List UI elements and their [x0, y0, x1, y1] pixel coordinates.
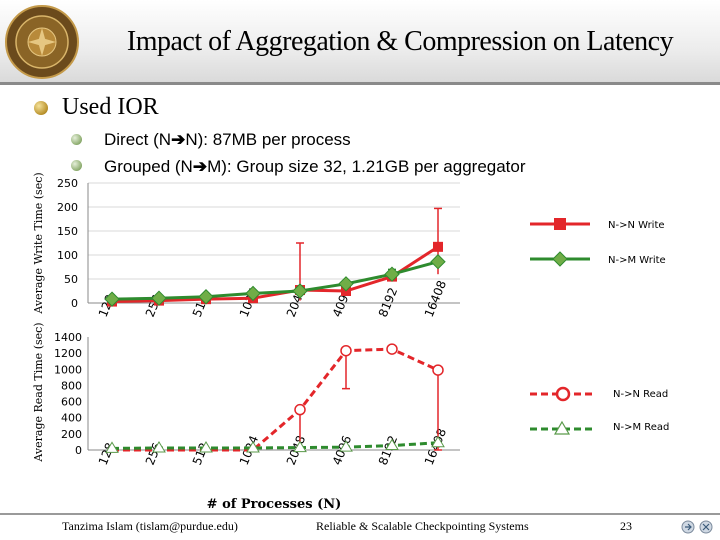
footer-rule — [0, 513, 720, 515]
nn-read-line — [112, 347, 439, 452]
write-x-tick-label: 8192 — [376, 286, 400, 320]
sub-bullet-icon — [71, 160, 82, 171]
right-arrow-icon: ➔ — [192, 157, 208, 176]
nm-write-marker — [198, 289, 214, 305]
read-y-tick-label: 400 — [61, 412, 82, 425]
nm-write-line — [111, 260, 439, 301]
read-x-tick-label: 128 — [96, 441, 118, 467]
write-y-tick-label: 200 — [57, 201, 78, 214]
legend-nn-read-label: N->N Read — [613, 389, 668, 400]
university-logo — [5, 5, 79, 79]
x-axis-label: # of Processes (N) — [207, 497, 342, 512]
nm-read-marker — [293, 440, 307, 453]
nn-read-marker — [432, 364, 444, 376]
write-y-tick-label: 250 — [57, 177, 78, 190]
read-y-tick-label: 0 — [75, 444, 82, 457]
sub-bullet-grouped-pre: Grouped (N — [104, 157, 193, 176]
read-y-tick-label: 800 — [61, 379, 82, 392]
read-y-axis-label: Average Read Time (sec) — [32, 322, 45, 462]
legend-nm-read-label: N->M Read — [613, 422, 669, 433]
read-y-tick-label: 1000 — [54, 363, 82, 376]
legend-nm-read-marker — [553, 420, 571, 435]
footer-title: Reliable & Scalable Checkpointing System… — [316, 519, 529, 533]
nav-icons[interactable] — [680, 518, 716, 536]
nn-read-marker — [386, 343, 398, 355]
page-number: 23 — [620, 519, 632, 533]
nm-write-marker — [338, 276, 354, 292]
footer-author: Tanzima Islam (tislam@purdue.edu) — [62, 519, 238, 533]
nm-read-marker — [339, 440, 353, 452]
write-y-tick-label: 150 — [57, 225, 78, 238]
nm-write-marker — [151, 290, 167, 306]
nm-write-marker — [430, 254, 446, 270]
nm-read-marker — [431, 435, 445, 448]
slide-title: Impact of Aggregation & Compression on L… — [126, 26, 674, 57]
read-y-tick-label: 600 — [61, 396, 82, 409]
read-y-tick-label: 1200 — [54, 347, 82, 360]
slide-header — [0, 0, 720, 84]
bullet-icon — [34, 101, 48, 115]
read-y-tick-label: 1400 — [54, 331, 82, 344]
write-y-axis-label: Average Write Time (sec) — [32, 172, 45, 314]
header-rule — [0, 82, 720, 85]
nn-write-line — [111, 245, 439, 304]
read-y-tick-label: 200 — [61, 428, 82, 441]
write-y-tick-label: 100 — [57, 249, 78, 262]
nn-write-marker — [433, 241, 443, 252]
write-x-tick-label: 16408 — [422, 278, 449, 319]
right-arrow-icon: ➔ — [171, 130, 186, 149]
legend-nn-write-label: N->N Write — [608, 220, 665, 231]
legend-nn-read-marker — [555, 386, 571, 402]
sub-bullet-grouped: Grouped (N➔M): Group size 32, 1.21GB per… — [104, 157, 526, 177]
nm-read-marker — [152, 441, 166, 453]
nn-read-marker — [294, 403, 306, 416]
write-y-tick-label: 0 — [71, 297, 78, 310]
legend-nn-write-marker — [554, 218, 566, 230]
bullet-used-ior: Used IOR — [62, 94, 159, 120]
nm-write-marker — [384, 266, 400, 282]
legend-nm-write-marker — [552, 251, 568, 267]
sub-bullet-direct: Direct (N➔N): 87MB per process — [104, 130, 351, 150]
nm-write-marker — [292, 283, 308, 299]
nn-read-marker — [340, 344, 352, 357]
legend-nm-write-label: N->M Write — [608, 255, 666, 266]
sub-bullet-icon — [71, 134, 82, 145]
write-y-tick-label: 50 — [64, 273, 78, 286]
nm-write-marker — [104, 291, 120, 307]
sub-bullet-grouped-post: M): Group size 32, 1.21GB per aggregator — [207, 157, 526, 176]
nm-write-marker — [245, 285, 261, 302]
nm-read-marker — [199, 441, 213, 453]
nm-read-marker — [246, 441, 260, 453]
nm-read-marker — [385, 438, 399, 451]
sub-bullet-direct-post: N): 87MB per process — [185, 130, 351, 149]
sub-bullet-direct-pre: Direct (N — [104, 130, 172, 149]
nm-read-marker — [105, 441, 119, 453]
